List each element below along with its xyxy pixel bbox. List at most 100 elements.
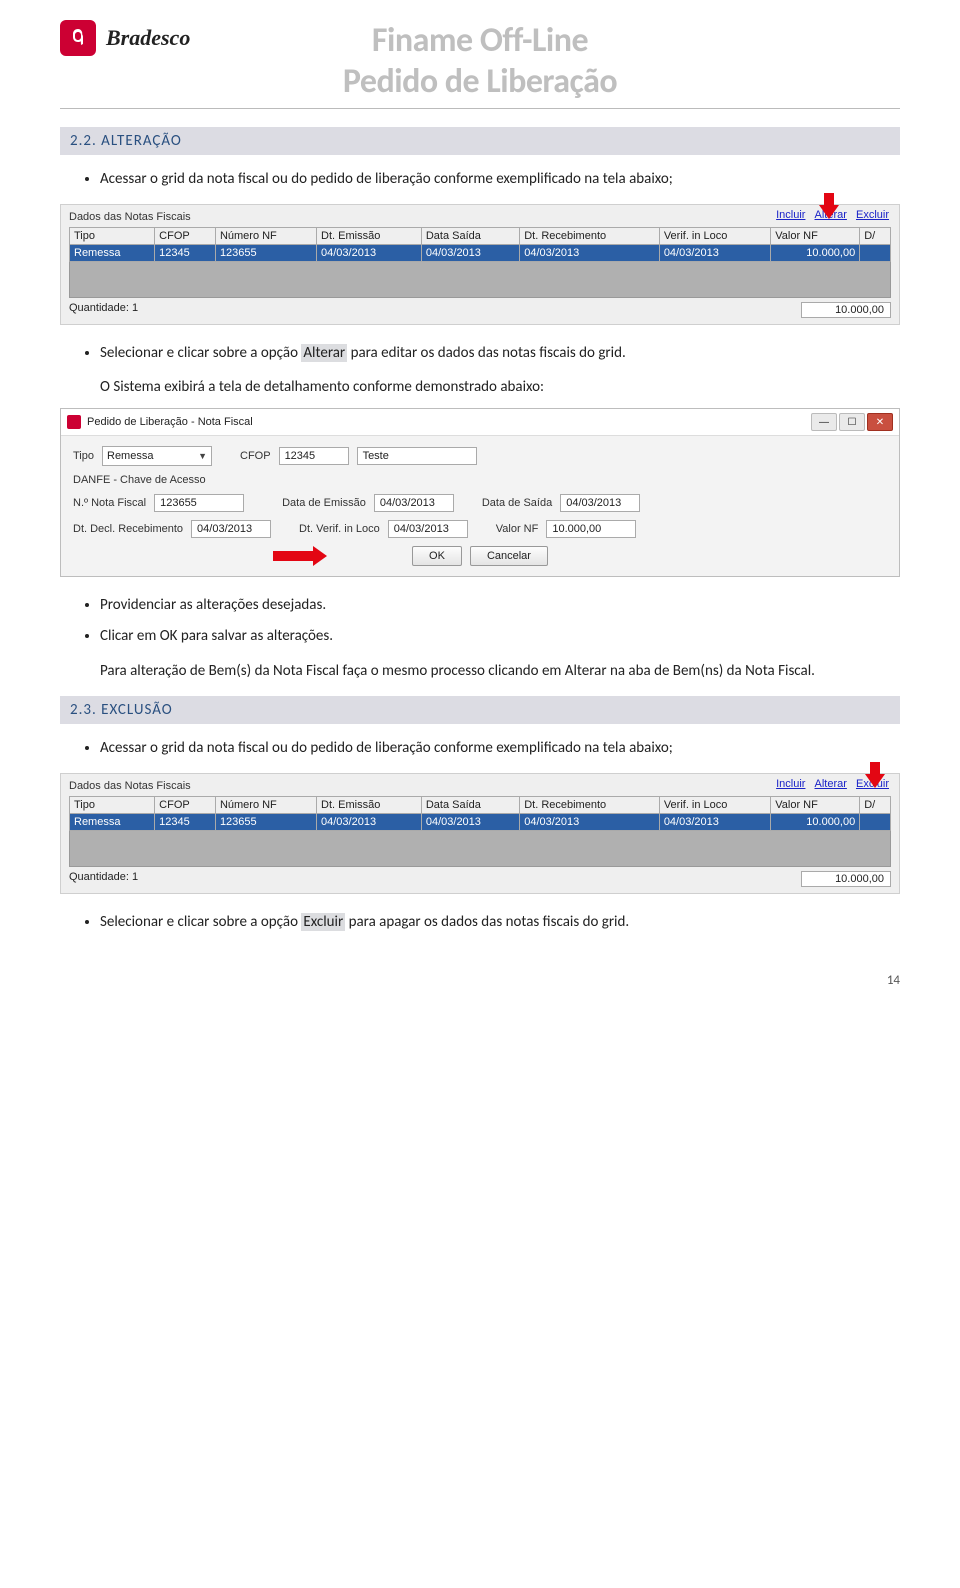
cell-valor: 10.000,00 [771, 245, 860, 262]
select-tipo[interactable]: Remessa ▼ [102, 446, 212, 466]
minimize-button[interactable]: — [811, 413, 837, 431]
cell-numnf: 123655 [215, 245, 316, 262]
col-cfop: CFOP [155, 228, 216, 245]
brand-name: Bradesco [106, 25, 190, 51]
lbl-numnf: N.º Nota Fiscal [73, 497, 146, 509]
g2-cell-dtemiss: 04/03/2013 [317, 814, 422, 831]
val-tipo: Remessa [107, 450, 153, 462]
input-numnf[interactable]: 123655 [154, 494, 244, 512]
s22-after-b1: Providenciar as alterações desejadas. [100, 595, 900, 616]
grid-screenshot-2: Dados das Notas Fiscais Incluir Alterar … [60, 773, 900, 894]
s22-bullet-2: Selecionar e clicar sobre a opção Altera… [100, 343, 900, 364]
col-numnf: Número NF [215, 228, 316, 245]
col-dtreceb: Dt. Recebimento [520, 228, 660, 245]
cancel-button[interactable]: Cancelar [470, 546, 548, 566]
s22-after-grid: O Sistema exibirá a tela de detalhamento… [100, 378, 900, 396]
g2-cell-numnf: 123655 [215, 814, 316, 831]
lbl-valor: Valor NF [496, 523, 539, 535]
col-verif: Verif. in Loco [659, 228, 770, 245]
ok-button[interactable]: OK [412, 546, 462, 566]
bradesco-logo-icon [60, 20, 96, 56]
dialog-title: Pedido de Liberação - Nota Fiscal [87, 416, 253, 428]
grid-empty-area [70, 262, 891, 298]
col-valor: Valor NF [771, 228, 860, 245]
grid2-qty: Quantidade: 1 [69, 871, 138, 887]
col-d: D/ [860, 228, 891, 245]
g2-col-dtreceb: Dt. Recebimento [520, 797, 660, 814]
grid2-total: 10.000,00 [801, 871, 891, 887]
g2-col-d: D/ [860, 797, 891, 814]
s23-b2-hl: Excluir [301, 913, 345, 931]
s23-bullet-1: Acessar o grid da nota fiscal ou do pedi… [100, 738, 900, 759]
maximize-button[interactable]: ☐ [839, 413, 865, 431]
nf-grid: Tipo CFOP Número NF Dt. Emissão Data Saí… [69, 227, 891, 298]
grid-screenshot-1: Dados das Notas Fiscais Incluir Alterar … [60, 204, 900, 325]
input-dtsaida[interactable]: 04/03/2013 [560, 494, 640, 512]
grid-section-label: Dados das Notas Fiscais [69, 211, 891, 223]
col-dtsaida: Data Saída [421, 228, 519, 245]
g2-cell-verif: 04/03/2013 [659, 814, 770, 831]
header-divider [60, 108, 900, 109]
lbl-dtreceb: Dt. Decl. Recebimento [73, 523, 183, 535]
g2-col-verif: Verif. in Loco [659, 797, 770, 814]
s22-after-para: Para alteração de Bem(s) da Nota Fiscal … [100, 661, 900, 682]
lbl-danfe: DANFE - Chave de Acesso [73, 474, 206, 486]
lbl-dtsaida: Data de Saída [482, 497, 552, 509]
g2-col-dtsaida: Data Saída [421, 797, 519, 814]
input-valor[interactable]: 10.000,00 [546, 520, 636, 538]
s22-b2-hl: Alterar [301, 344, 347, 362]
dialog-titlebar: Pedido de Liberação - Nota Fiscal — ☐ ✕ [61, 409, 899, 436]
input-cfop[interactable]: 12345 [279, 447, 349, 465]
col-dtemiss: Dt. Emissão [317, 228, 422, 245]
close-button[interactable]: ✕ [867, 413, 893, 431]
link-excluir[interactable]: Excluir [856, 209, 889, 221]
link-incluir[interactable]: Incluir [776, 209, 805, 221]
col-tipo: Tipo [70, 228, 155, 245]
arrow-excluir-icon [865, 762, 885, 788]
link2-incluir[interactable]: Incluir [776, 778, 805, 790]
table-row[interactable]: Remessa 12345 123655 04/03/2013 04/03/20… [70, 814, 891, 831]
cell-dtsaida: 04/03/2013 [421, 245, 519, 262]
grid-qty: Quantidade: 1 [69, 302, 138, 318]
grid-total: 10.000,00 [801, 302, 891, 318]
arrow-ok-icon [273, 546, 327, 566]
s22-after-b2: Clicar em OK para salvar as alterações. [100, 626, 900, 647]
g2-col-numnf: Número NF [215, 797, 316, 814]
g2-cell-cfop: 12345 [155, 814, 216, 831]
cell-d [860, 245, 891, 262]
g2-col-tipo: Tipo [70, 797, 155, 814]
table-row[interactable]: Remessa 12345 123655 04/03/2013 04/03/20… [70, 245, 891, 262]
g2-cell-dtreceb: 04/03/2013 [520, 814, 660, 831]
dialog-screenshot: Pedido de Liberação - Nota Fiscal — ☐ ✕ … [60, 408, 900, 577]
s22-bullet-1: Acessar o grid da nota fiscal ou do pedi… [100, 169, 900, 190]
cell-dtreceb: 04/03/2013 [520, 245, 660, 262]
s23-b2-pre: Selecionar e clicar sobre a opção [100, 913, 301, 931]
grid2-empty-area [70, 831, 891, 867]
g2-col-valor: Valor NF [771, 797, 860, 814]
lbl-dtverif: Dt. Verif. in Loco [299, 523, 380, 535]
g2-cell-d [860, 814, 891, 831]
arrow-alterar-icon [819, 193, 839, 219]
page-number: 14 [60, 973, 900, 988]
g2-cell-tipo: Remessa [70, 814, 155, 831]
dialog-app-icon [67, 415, 81, 429]
s23-b2-post: para apagar os dados das notas fiscais d… [345, 913, 629, 931]
grid2-header-row: Tipo CFOP Número NF Dt. Emissão Data Saí… [70, 797, 891, 814]
chevron-down-icon: ▼ [198, 451, 207, 461]
section-23-heading: 2.3. EXCLUSÃO [60, 696, 900, 724]
s23-bullet-2: Selecionar e clicar sobre a opção Exclui… [100, 912, 900, 933]
input-dtemiss[interactable]: 04/03/2013 [374, 494, 454, 512]
cell-dtemiss: 04/03/2013 [317, 245, 422, 262]
lbl-tipo: Tipo [73, 450, 94, 462]
nf-grid-2: Tipo CFOP Número NF Dt. Emissão Data Saí… [69, 796, 891, 867]
g2-col-dtemiss: Dt. Emissão [317, 797, 422, 814]
link2-alterar[interactable]: Alterar [815, 778, 847, 790]
title-line2: Pedido de Liberação [60, 61, 900, 102]
g2-cell-valor: 10.000,00 [771, 814, 860, 831]
input-dtreceb[interactable]: 04/03/2013 [191, 520, 271, 538]
lbl-cfop: CFOP [240, 450, 271, 462]
g2-cell-dtsaida: 04/03/2013 [421, 814, 519, 831]
input-dtverif[interactable]: 04/03/2013 [388, 520, 468, 538]
section-22-heading: 2.2. ALTERAÇÃO [60, 127, 900, 155]
input-cfop-desc[interactable]: Teste [357, 447, 477, 465]
